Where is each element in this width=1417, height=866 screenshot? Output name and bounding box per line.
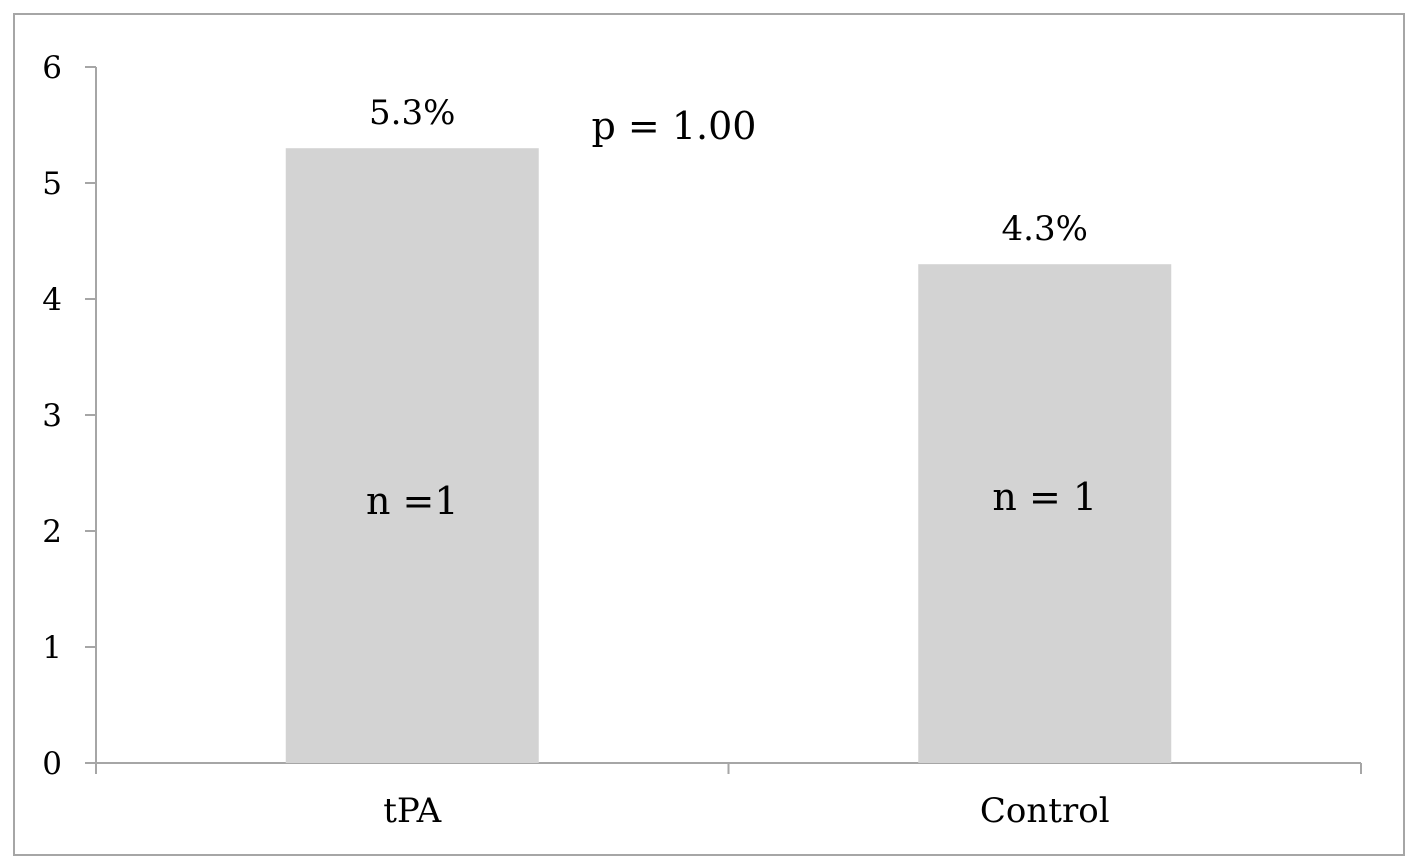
category-label: Control xyxy=(980,791,1110,831)
y-tick-label: 0 xyxy=(42,746,62,782)
value-label: 4.3% xyxy=(1002,209,1088,249)
bar xyxy=(285,148,539,763)
y-tick-label: 6 xyxy=(42,50,62,86)
bars xyxy=(285,148,1172,763)
data-labels: 5.3% n =1 4.3% n = 1 xyxy=(366,93,1097,523)
y-axis: 0 1 2 3 4 5 6 xyxy=(42,50,97,782)
y-tick-label: 5 xyxy=(42,166,62,202)
bar-chart: 0 1 2 3 4 5 6 tPA Control 5.3% n =1 4.3% n = 1 p =… xyxy=(42,50,1362,831)
p-value-annotation: p = 1.00 xyxy=(592,104,757,148)
chart-frame: 0 1 2 3 4 5 6 tPA Control 5.3% n =1 4.3% n = 1 p =… xyxy=(13,13,1405,856)
y-tick-label: 4 xyxy=(42,282,62,318)
y-tick-label: 1 xyxy=(42,630,62,666)
y-tick-label: 2 xyxy=(42,514,62,550)
bar xyxy=(918,264,1172,763)
x-axis: tPA Control xyxy=(95,762,1362,831)
bar-count-annotation: n = 1 xyxy=(992,475,1097,519)
value-label: 5.3% xyxy=(369,93,455,133)
y-tick-label: 3 xyxy=(42,398,62,434)
bar-count-annotation: n =1 xyxy=(366,479,459,523)
category-label: tPA xyxy=(383,791,441,831)
